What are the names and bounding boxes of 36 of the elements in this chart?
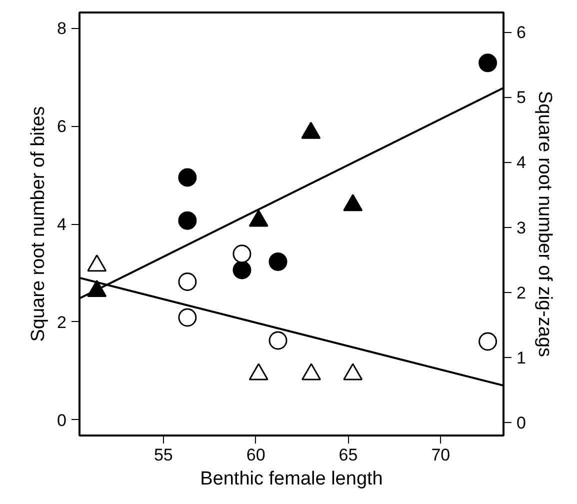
x-tick-label: 70 <box>431 446 450 464</box>
point <box>343 194 363 212</box>
point <box>232 260 252 280</box>
point <box>178 272 197 292</box>
x-tick-label: 65 <box>338 446 358 464</box>
y2-tick-label: 2 <box>516 283 526 302</box>
y2-tick-label: 3 <box>516 218 526 238</box>
x-tick-label: 60 <box>246 446 266 464</box>
point <box>248 210 268 227</box>
point <box>178 308 197 327</box>
point <box>268 331 288 350</box>
point <box>301 122 321 139</box>
y2-tick-label: 6 <box>516 23 526 42</box>
point <box>478 332 498 351</box>
y-tick-label: 6 <box>57 117 67 136</box>
y2-axis-title: Square root number of zig-zags <box>534 90 555 358</box>
point <box>232 244 252 264</box>
y2-tick-label: 5 <box>516 88 526 108</box>
x-axis-title: Benthic female length <box>200 468 383 490</box>
point <box>268 252 288 271</box>
y-tick-label: 4 <box>57 215 67 234</box>
point <box>478 54 498 72</box>
point <box>248 363 268 380</box>
y-tick-label: 2 <box>57 312 67 332</box>
y-tick-label: 0 <box>57 410 67 430</box>
x-tick-label: 55 <box>154 446 173 464</box>
y-tick-label: 8 <box>57 19 67 38</box>
y2-tick-label: 4 <box>516 153 526 172</box>
point <box>302 363 322 380</box>
point <box>178 211 197 230</box>
point <box>87 254 107 272</box>
y2-tick-label: 1 <box>516 348 526 368</box>
point <box>343 363 363 380</box>
y2-tick-label: 0 <box>516 413 526 432</box>
y-axis-title: Square root number of bites <box>28 106 50 342</box>
point <box>178 168 197 187</box>
